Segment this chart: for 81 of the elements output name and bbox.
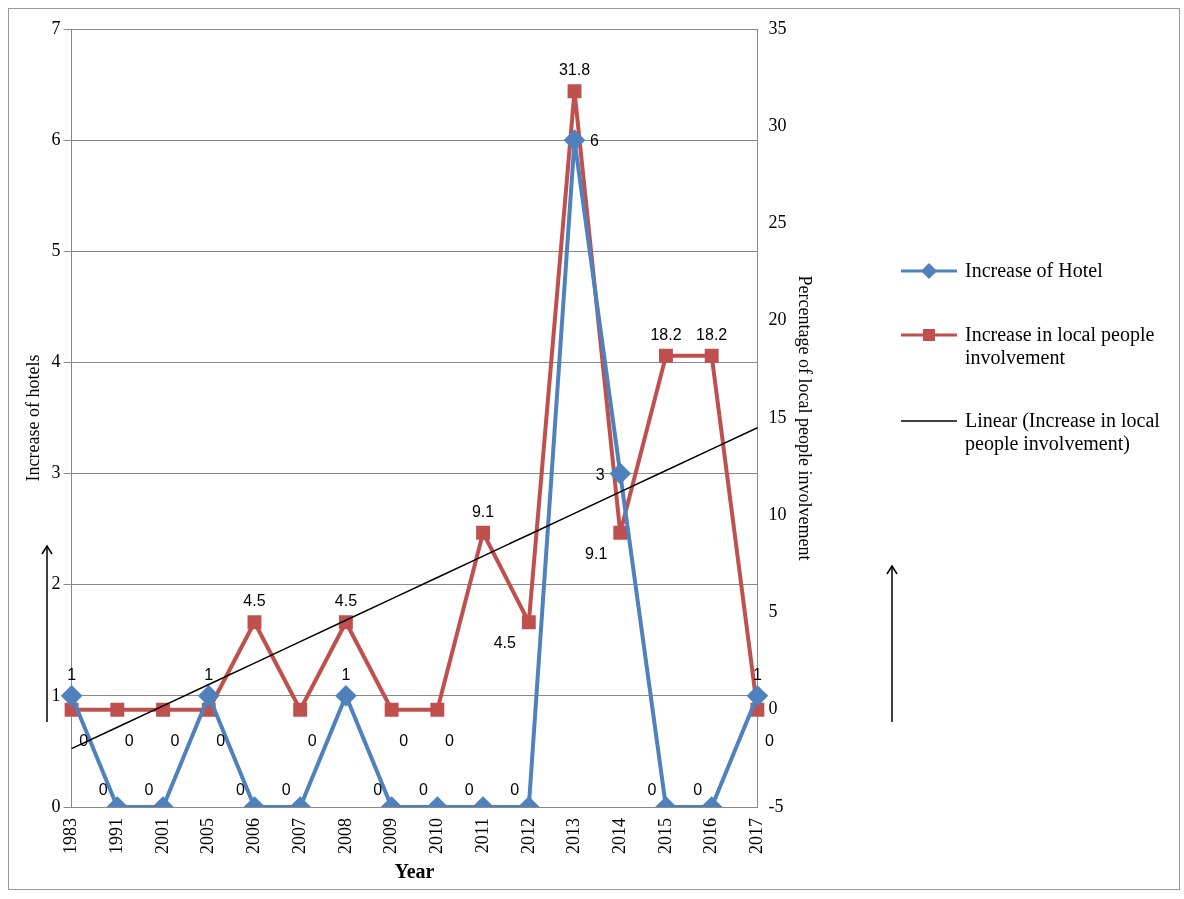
y2-axis-title: Percentage of local people involvement (795, 275, 816, 561)
data-label: 0 (124, 731, 134, 749)
point (659, 348, 673, 363)
x-tick-label: 2005 (197, 818, 218, 854)
y-tick-label: 4 (51, 351, 61, 372)
point (521, 615, 536, 630)
data-label: 3 (595, 465, 605, 483)
y2-tick-label: 20 (768, 309, 787, 330)
data-label: 1 (67, 665, 77, 683)
data-label: 4.5 (334, 592, 358, 610)
data-label: 0 (510, 781, 520, 798)
point (293, 702, 308, 717)
data-label: 0 (144, 781, 154, 798)
legend-label: Increase of Hotel (965, 259, 1103, 282)
data-label: 0 (98, 781, 108, 798)
x-tick-label: 2015 (654, 818, 675, 854)
y2-tick-label: 15 (768, 406, 787, 427)
x-tick-label: 2009 (380, 818, 401, 854)
point (567, 84, 582, 99)
data-label: 0 (418, 781, 428, 798)
y2-tick-label: 25 (768, 212, 787, 233)
data-label: 4.5 (493, 634, 517, 652)
y-tick-label: 2 (51, 573, 61, 594)
data-label: 9.1 (471, 502, 495, 520)
data-label: 0 (373, 781, 383, 798)
data-label: 0 (216, 731, 226, 749)
y2-tick-label: 5 (768, 601, 778, 622)
data-label: 9.1 (585, 544, 608, 562)
data-label: 0 (399, 731, 409, 749)
point (110, 702, 125, 717)
data-label: 18.2 (696, 325, 728, 343)
y-tick-label: 1 (51, 684, 61, 705)
point (384, 702, 399, 717)
point (430, 702, 445, 717)
data-label: 0 (647, 781, 657, 798)
data-label: 0 (444, 731, 454, 749)
data-label: 0 (307, 731, 317, 749)
x-tick-label: 2010 (426, 818, 447, 854)
x-tick-label: 2011 (471, 818, 492, 854)
y-tick-label: 0 (51, 795, 61, 816)
data-label: 0 (464, 781, 474, 798)
y2-tick-label: -5 (768, 795, 784, 816)
x-tick-label: 2001 (151, 818, 172, 854)
y2-tick-label: 10 (768, 503, 787, 524)
x-tick-label: 2012 (517, 818, 538, 854)
y-tick-label: 6 (51, 128, 61, 149)
data-label: 6 (590, 132, 600, 150)
y-tick-label: 5 (51, 240, 61, 261)
data-label: 0 (236, 781, 246, 798)
point (476, 525, 491, 540)
data-label: 0 (170, 731, 180, 749)
y-axis-title: Increase of hotels (22, 354, 43, 482)
data-label: 0 (693, 781, 703, 798)
legend-label: Linear (Increase in local people involvement) (965, 409, 1161, 455)
data-label: 1 (752, 665, 762, 683)
data-label: 1 (204, 665, 214, 683)
data-label: 18.2 (650, 325, 682, 343)
data-label: 1 (341, 665, 351, 683)
legend-label: Increase in local people involvement (965, 323, 1156, 369)
data-label: 0 (281, 781, 291, 798)
x-tick-label: 2016 (700, 818, 721, 854)
y-tick-label: 3 (51, 462, 61, 483)
y-tick-label: 7 (51, 17, 61, 38)
x-tick-label: 2007 (288, 818, 309, 854)
data-label: 4.5 (243, 592, 266, 610)
y2-tick-label: 0 (768, 698, 778, 719)
x-tick-label: 2014 (608, 818, 629, 854)
x-tick-label: 1991 (106, 818, 127, 854)
data-label: 0 (764, 731, 774, 749)
point (704, 348, 719, 363)
x-tick-label: 2017 (746, 818, 767, 854)
x-tick-label: 2008 (334, 818, 355, 854)
x-tick-label: 2013 (563, 818, 584, 854)
x-tick-label: 2006 (243, 818, 264, 854)
point (247, 615, 262, 630)
y2-tick-label: 30 (768, 114, 787, 135)
data-label: 31.8 (558, 61, 591, 79)
y2-tick-label: 35 (768, 17, 787, 38)
point (613, 525, 628, 540)
x-axis-title: Year (394, 860, 435, 883)
x-tick-label: 1983 (60, 818, 81, 854)
